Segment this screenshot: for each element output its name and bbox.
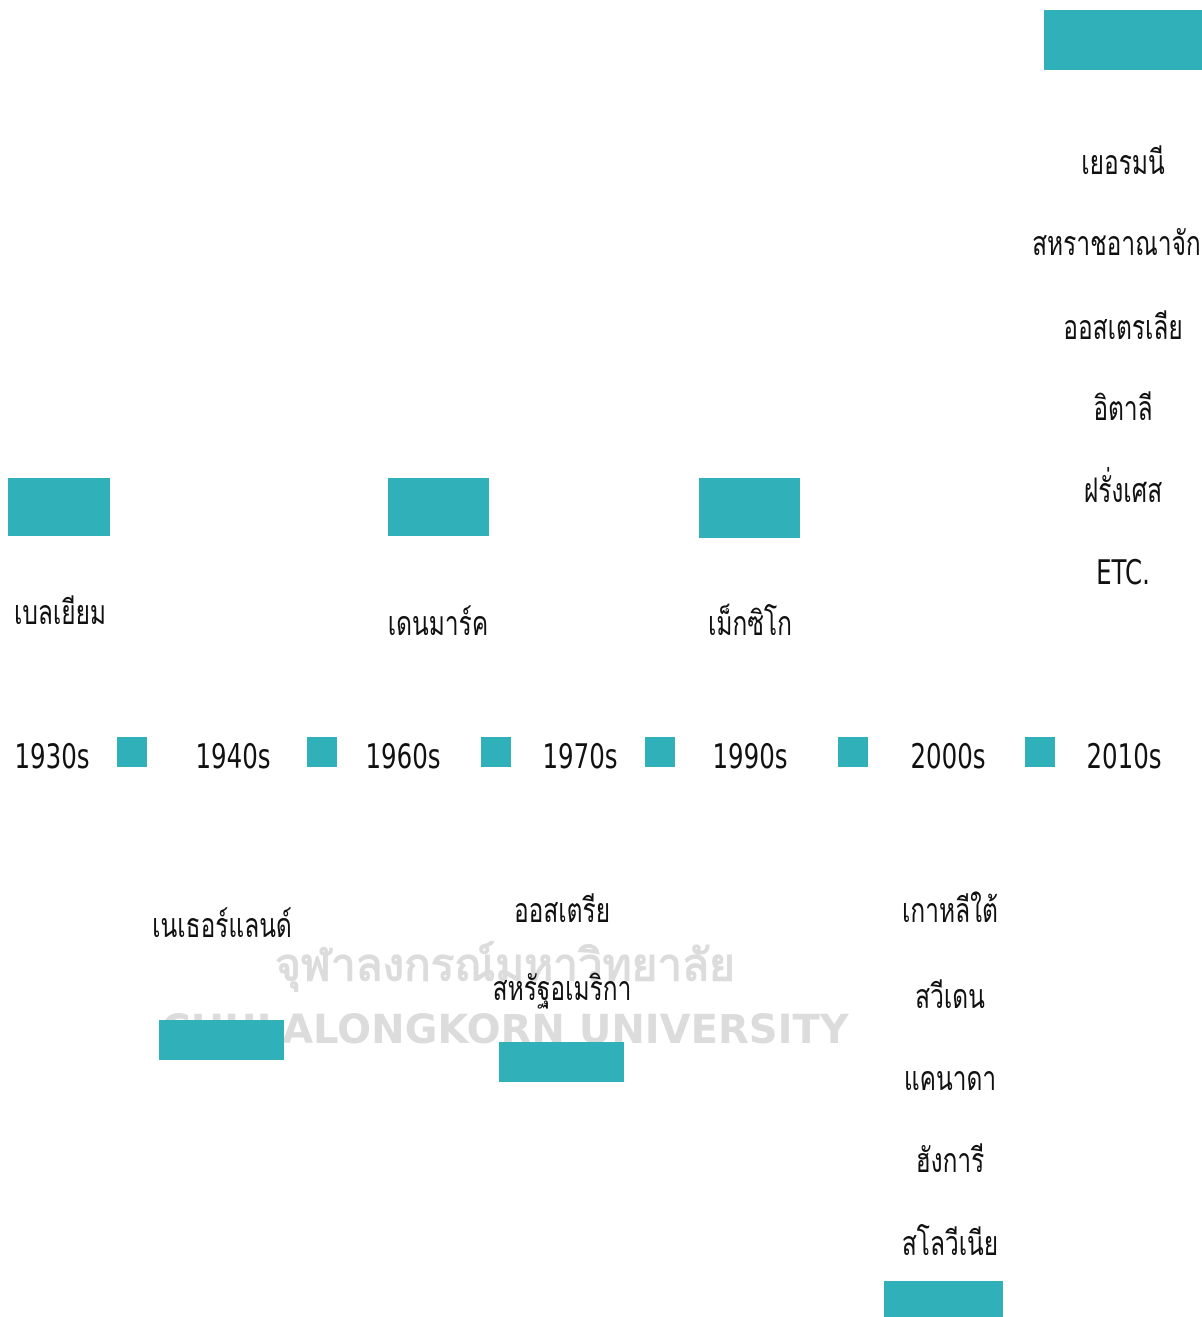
country-label: ฝรั่งเศส bbox=[1083, 471, 1163, 511]
country-label: แคนาดา bbox=[903, 1059, 997, 1099]
decade-label: 2000s bbox=[910, 737, 986, 777]
country-label: เยอรมนี bbox=[1081, 143, 1165, 183]
decade-label: 1990s bbox=[712, 737, 788, 777]
decade-label: 1930s bbox=[14, 737, 90, 777]
decade-label: 1960s bbox=[365, 737, 441, 777]
group-bar bbox=[388, 478, 489, 536]
connector bbox=[117, 737, 147, 767]
country-label: เม็กซิโก bbox=[708, 604, 792, 644]
country-label: เดนมาร์ค bbox=[387, 604, 489, 644]
group-bar bbox=[499, 1042, 624, 1082]
watermark-thai: จุฬาลงกรณ์มหาวิทยาลัย bbox=[275, 940, 735, 991]
connector bbox=[307, 737, 337, 767]
country-label: ฮังการี bbox=[915, 1141, 985, 1181]
country-label: อิตาลี bbox=[1093, 389, 1153, 429]
group-bar bbox=[159, 1020, 284, 1060]
group-bar bbox=[884, 1281, 1003, 1317]
group-bar bbox=[1044, 10, 1202, 70]
country-label: เบลเยียม bbox=[13, 593, 107, 633]
group-bar bbox=[8, 478, 110, 536]
country-label: เกาหลีใต้ bbox=[902, 891, 998, 931]
country-label: ออสเตรีย bbox=[513, 891, 611, 931]
country-label: เนเธอร์แลนด์ bbox=[152, 906, 292, 946]
decade-label: 2010s bbox=[1086, 737, 1162, 777]
decade-label: 1940s bbox=[195, 737, 271, 777]
country-label: สหราชอาณาจักร bbox=[1032, 224, 1202, 264]
connector bbox=[645, 737, 675, 767]
connector bbox=[838, 737, 868, 767]
country-label: ออสเตรเลีย bbox=[1063, 308, 1183, 348]
decade-label: 1970s bbox=[542, 737, 618, 777]
country-label: สหรัฐอเมริกา bbox=[492, 969, 632, 1009]
connector bbox=[481, 737, 511, 767]
group-bar bbox=[699, 478, 800, 538]
country-label: สโลวีเนีย bbox=[901, 1224, 999, 1264]
country-label: ETC. bbox=[1096, 553, 1150, 593]
connector bbox=[1025, 737, 1055, 767]
country-label: สวีเดน bbox=[915, 977, 985, 1017]
